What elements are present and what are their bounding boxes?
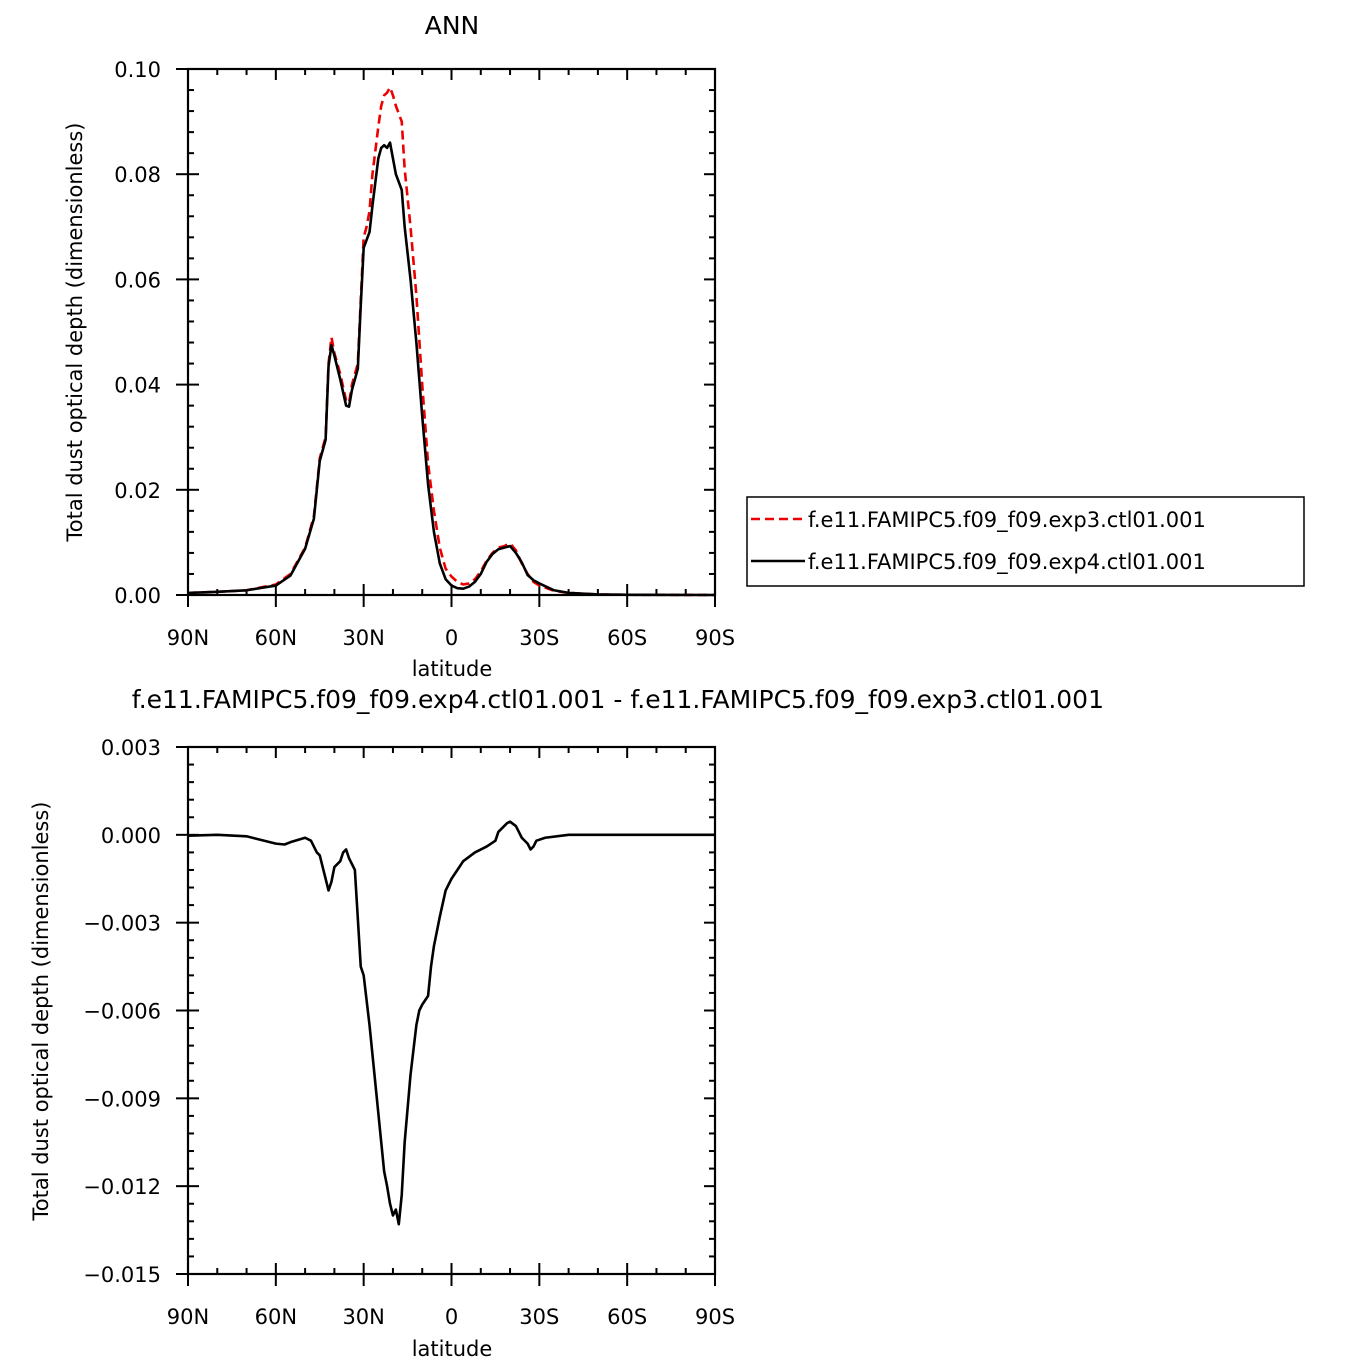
chart-top-title: ANN [425,11,480,40]
y-tick-label: 0.04 [114,374,161,398]
y-tick-label: −0.015 [83,1263,161,1287]
x-tick-label: 90S [695,1305,735,1329]
x-tick-label: 30S [519,626,559,650]
chart-bottom-y-axis-label: Total dust optical depth (dimensionless) [29,802,53,1222]
y-tick-label: 0.000 [101,824,161,848]
chart-top-y-tick-labels: 0.00 0.02 0.04 0.06 0.08 0.10 [114,58,161,608]
x-tick-label: 0 [445,1305,458,1329]
series-line-1-0 [187,820,715,1226]
x-tick-label: 60S [607,1305,647,1329]
y-tick-label: −0.009 [83,1087,161,1111]
y-tick-label: 0.00 [114,584,161,608]
chart-bottom-plot-frame [186,745,717,1276]
chart-top: ANN 90N 60N 30N 0 30S 60S 90S 0.00 0.02 0.04 0.06… [63,11,1305,681]
chart-bottom-ticks [176,746,716,1286]
y-tick-label: 0.08 [114,163,161,187]
legend-label-exp4: f.e11.FAMIPC5.f09_f09.exp4.ctl01.001 [808,550,1206,575]
chart-bottom-x-axis-label: latitude [412,1337,493,1361]
x-tick-label: 90S [695,626,735,650]
chart-bottom-x-tick-labels: 90N 60N 30N 0 30S 60S 90S [167,1305,735,1329]
x-tick-label: 30S [519,1305,559,1329]
chart-top-ticks [176,68,716,607]
chart-top-series [187,86,716,597]
chart-bottom-title: f.e11.FAMIPC5.f09_f09.exp4.ctl01.001 - f… [132,685,1104,714]
x-tick-label: 60N [255,626,297,650]
series-line-0-1 [187,141,716,597]
x-tick-label: 90N [167,1305,209,1329]
y-tick-label: −0.012 [83,1175,161,1199]
legend: f.e11.FAMIPC5.f09_f09.exp3.ctl01.001 f.e… [746,496,1305,587]
chart-top-x-axis-label: latitude [412,657,493,681]
chart-top-plot-frame [186,67,717,597]
y-tick-label: 0.02 [114,479,161,503]
y-tick-label: 0.06 [114,268,161,292]
chart-bottom-y-tick-labels: 0.003 0.000 −0.003 −0.006 −0.009 −0.012 −0.015 [83,736,161,1287]
y-tick-label: 0.10 [114,58,161,82]
chart-bottom-series [187,820,715,1226]
chart-top-x-tick-labels: 90N 60N 30N 0 30S 60S 90S [167,626,735,650]
x-tick-label: 60N [255,1305,297,1329]
x-tick-label: 30N [342,626,384,650]
legend-label-exp3: f.e11.FAMIPC5.f09_f09.exp3.ctl01.001 [808,508,1206,533]
y-tick-label: −0.003 [83,912,161,936]
y-tick-label: 0.003 [101,736,161,760]
x-tick-label: 60S [607,626,647,650]
series-line-0-0 [187,86,716,597]
y-tick-label: −0.006 [83,1000,161,1024]
x-tick-label: 30N [342,1305,384,1329]
chart-top-y-axis-label: Total dust optical depth (dimensionless) [63,123,87,543]
chart-bottom: f.e11.FAMIPC5.f09_f09.exp4.ctl01.001 - f… [29,685,1104,1361]
legend-box [746,496,1305,587]
x-tick-label: 90N [167,626,209,650]
x-tick-label: 0 [445,626,458,650]
